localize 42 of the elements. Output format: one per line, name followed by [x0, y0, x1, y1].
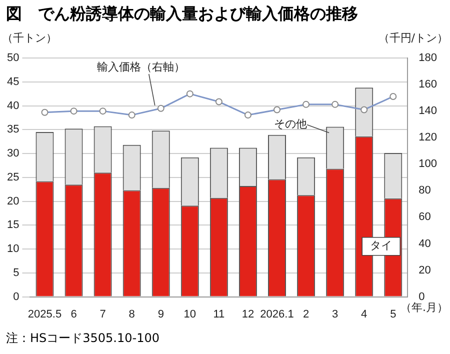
y-tick-label: 5: [13, 266, 20, 279]
x-tick-label: 7: [100, 308, 106, 320]
y2-tick-label: 180: [418, 52, 438, 64]
y-tick-label: 20: [6, 195, 20, 208]
x-tick-label: 4: [361, 308, 368, 320]
y-axis-title: （千トン）: [2, 31, 57, 44]
y-tick-label: 15: [6, 219, 20, 232]
y-tick-label: 25: [6, 171, 20, 184]
series-label: 輸入価格（右軸）: [96, 60, 185, 74]
x-tick-label: 12: [242, 308, 254, 320]
y2-tick-label: 0: [418, 290, 425, 303]
x-tick-label: 5: [390, 308, 396, 320]
x-tick-label: 9: [158, 308, 164, 320]
y-tick-label: 35: [6, 124, 20, 136]
x-tick-label: 6: [70, 308, 77, 320]
y2-axis-title: （千円/トン）: [378, 31, 448, 44]
y-tick-label: 50: [6, 52, 20, 64]
y2-tick-label: 140: [418, 105, 438, 118]
series-label: タイ: [370, 239, 392, 252]
x-tick-label: 8: [128, 308, 135, 320]
x-axis-title: （年.月）: [400, 301, 448, 314]
y-tick-label: 30: [6, 148, 20, 160]
x-tick-label: 2: [302, 308, 310, 320]
y-tick-label: 45: [6, 76, 20, 88]
x-tick-label: 2025.5: [28, 308, 62, 320]
series-label: その他: [274, 118, 308, 131]
y-tick-label: 10: [6, 243, 20, 256]
text: 注：HSコード3505.10-100: [5, 330, 160, 347]
x-tick-label: 11: [213, 308, 225, 320]
y2-tick-label: 80: [418, 184, 431, 197]
y2-tick-label: 40: [418, 238, 431, 250]
x-tick-label: 10: [184, 308, 196, 320]
y2-tick-label: 160: [418, 78, 438, 91]
chart-title: 図 でん粉誘導体の輸入量および輸入価格の推移: [5, 3, 359, 25]
y2-tick-label: 60: [418, 211, 431, 224]
x-tick-label: 3: [332, 308, 338, 320]
y2-tick-label: 100: [418, 158, 438, 170]
y-tick-label: 40: [6, 100, 20, 112]
y2-tick-label: 20: [418, 264, 431, 276]
y-tick-label: 0: [13, 290, 20, 303]
y2-tick-label: 120: [418, 132, 438, 144]
x-tick-label: 2026.1: [260, 308, 294, 320]
